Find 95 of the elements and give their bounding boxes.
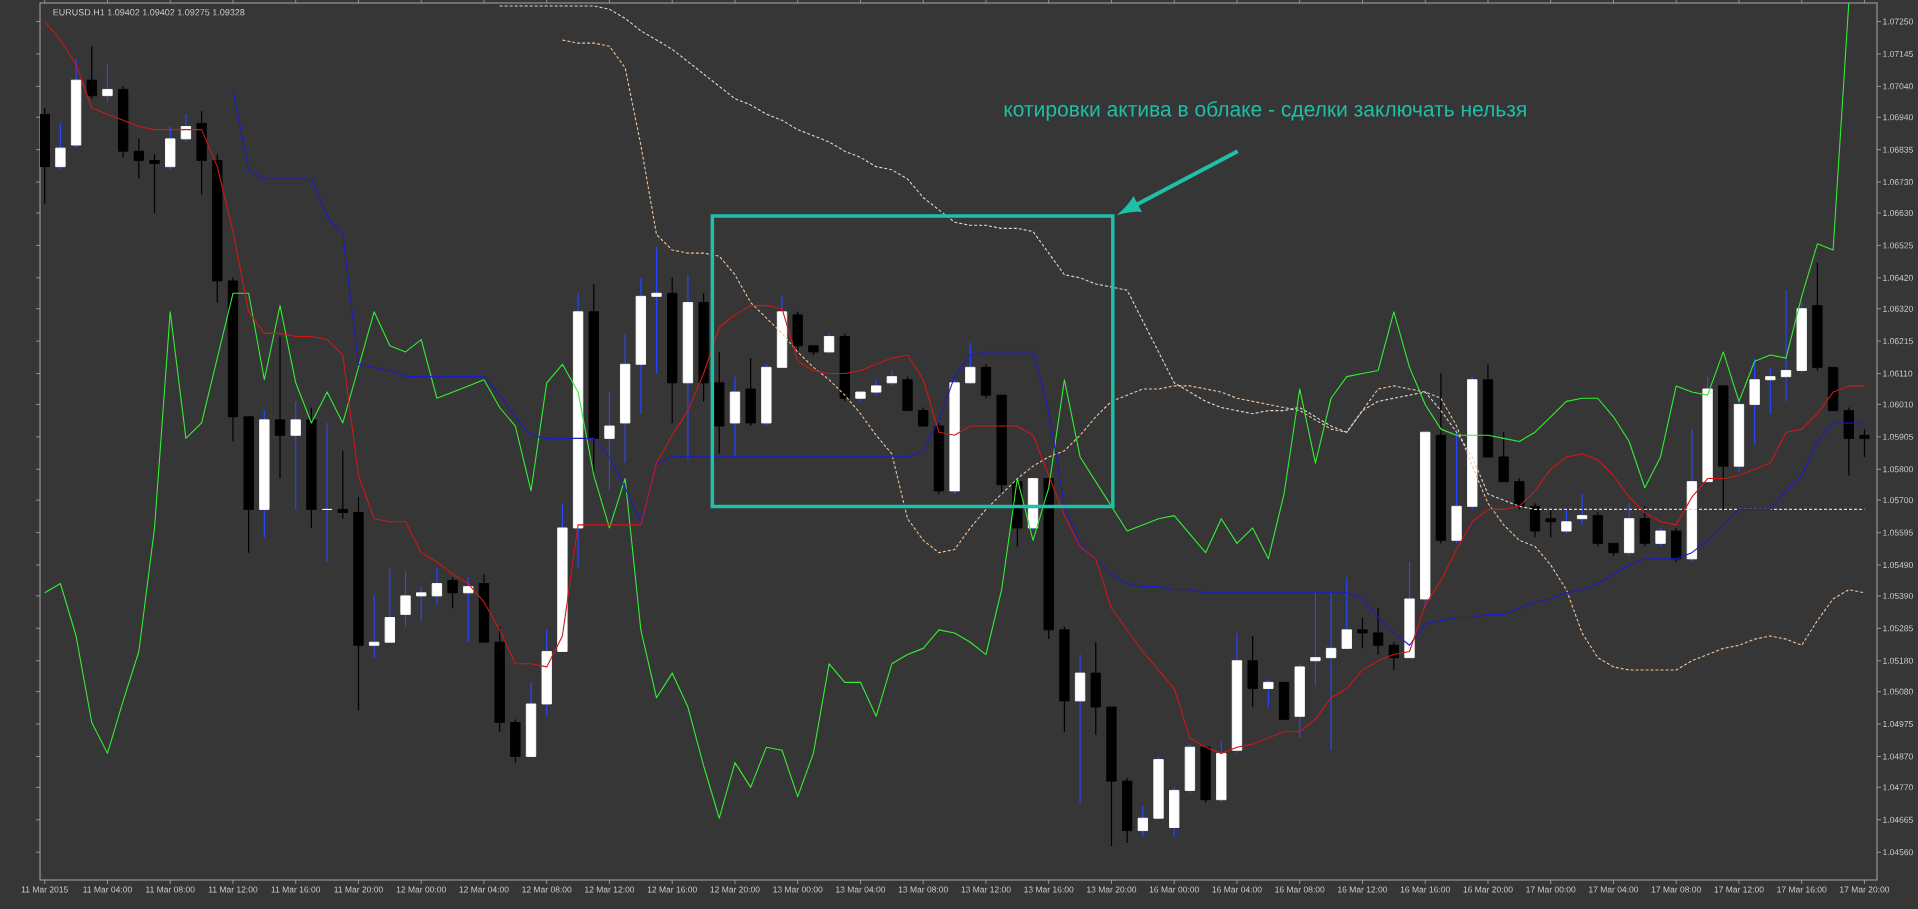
annotation: котировки актива в облаке - сделки заключать нельзя xyxy=(1004,100,1526,121)
candlestick xyxy=(1576,493,1588,526)
candlestick xyxy=(1357,616,1368,649)
x-tick-label: 17 Mar 04:00 xyxy=(1589,886,1639,893)
candlestick xyxy=(274,335,286,480)
y-tick-label: 1.04665 xyxy=(1883,816,1913,823)
x-tick-label: 16 Mar 20:00 xyxy=(1463,886,1513,893)
y-tick-label: 1.05180 xyxy=(1883,657,1913,664)
text: EURUSD.H1 1.09402 1.09402 1.09275 1.09328 xyxy=(53,9,245,16)
candlestick xyxy=(1137,805,1148,838)
candlestick xyxy=(447,576,458,609)
x-tick-label: 12 Mar 16:00 xyxy=(647,886,697,893)
x-tick-label: 11 Mar 04:00 xyxy=(83,886,132,893)
candlestick xyxy=(1545,508,1556,538)
x-tick-label: 13 Mar 20:00 xyxy=(1087,886,1137,893)
candlestick xyxy=(1655,527,1666,548)
y-tick-label: 1.05390 xyxy=(1883,592,1913,599)
x-tick-label: 16 Mar 12:00 xyxy=(1338,886,1388,893)
x-tick-label: 17 Mar 00:00 xyxy=(1526,886,1576,893)
y-tick-label: 1.06110 xyxy=(1883,370,1913,377)
y-tick-label: 1.04975 xyxy=(1883,721,1913,728)
x-tick-label: 12 Mar 04:00 xyxy=(459,886,509,893)
candlestick xyxy=(918,406,929,427)
candlestick xyxy=(400,570,411,628)
x-tick-label: 11 Mar 16:00 xyxy=(271,886,321,893)
y-tick-label: 1.06320 xyxy=(1883,305,1913,312)
y-tick-label: 1.04560 xyxy=(1883,849,1913,856)
x-tick-label: 16 Mar 00:00 xyxy=(1149,886,1199,893)
x-tick-label: 13 Mar 08:00 xyxy=(898,886,948,893)
y-tick-label: 1.06940 xyxy=(1883,114,1913,121)
y-tick-label: 1.05490 xyxy=(1883,562,1913,569)
candlestick xyxy=(1388,641,1399,671)
y-tick-label: 1.06420 xyxy=(1883,274,1913,281)
candlestick xyxy=(604,391,615,492)
candlestick xyxy=(1325,592,1337,751)
y-tick-label: 1.06630 xyxy=(1883,209,1913,216)
x-tick-label: 13 Mar 12:00 xyxy=(961,886,1011,893)
y-tick-label: 1.05080 xyxy=(1883,688,1913,695)
y-tick-label: 1.04870 xyxy=(1883,753,1913,760)
candlestick xyxy=(337,450,348,520)
y-tick-label: 1.07145 xyxy=(1883,50,1913,57)
candlestick xyxy=(1372,607,1384,656)
y-tick-label: 1.06215 xyxy=(1883,338,1913,345)
x-tick-label: 13 Mar 04:00 xyxy=(836,886,886,893)
y-tick-label: 1.05700 xyxy=(1883,497,1913,504)
candlestick xyxy=(86,45,97,100)
x-tick-label: 11 Mar 12:00 xyxy=(208,886,258,893)
y-tick-label: 1.05595 xyxy=(1883,529,1913,536)
candlestick xyxy=(1310,592,1321,687)
candlestick xyxy=(133,138,144,180)
x-tick-label: 17 Mar 12:00 xyxy=(1714,886,1764,893)
candlestick xyxy=(965,342,976,384)
y-tick-label: 1.04770 xyxy=(1883,784,1913,791)
candlestick xyxy=(321,422,333,563)
y-tick-label: 1.07040 xyxy=(1883,83,1913,90)
y-tick-label: 1.06010 xyxy=(1883,401,1913,408)
candlestick xyxy=(431,567,443,606)
x-tick-label: 16 Mar 08:00 xyxy=(1275,886,1325,893)
candlestick xyxy=(1263,678,1274,708)
x-tick-label: 11 Mar 08:00 xyxy=(146,886,195,893)
candlestick xyxy=(290,400,301,511)
x-tick-label: 17 Mar 20:00 xyxy=(1840,886,1890,893)
x-tick-label: 12 Mar 20:00 xyxy=(710,886,760,893)
candlestick xyxy=(102,64,113,103)
x-tick-label: 11 Mar 2015 xyxy=(21,886,68,893)
candlestick xyxy=(651,246,662,375)
candlestick xyxy=(1341,576,1352,649)
candlestick xyxy=(416,586,427,622)
x-tick-label: 12 Mar 00:00 xyxy=(396,886,446,893)
y-tick-label: 1.06525 xyxy=(1883,242,1913,249)
y-tick-label: 1.05905 xyxy=(1883,433,1913,440)
x-tick-label: 12 Mar 12:00 xyxy=(585,886,635,893)
candlestick xyxy=(1561,508,1572,535)
x-tick-label: 13 Mar 00:00 xyxy=(773,886,823,893)
x-tick-label: 16 Mar 16:00 xyxy=(1400,886,1450,893)
candlestick xyxy=(823,332,835,353)
y-tick-label: 1.07250 xyxy=(1883,18,1913,25)
x-tick-label: 12 Mar 08:00 xyxy=(522,886,572,893)
x-tick-label: 13 Mar 16:00 xyxy=(1024,886,1074,893)
candlestick xyxy=(1765,366,1776,415)
candlestick xyxy=(55,122,66,171)
y-tick-label: 1.06730 xyxy=(1883,179,1913,186)
candlestick xyxy=(463,576,474,643)
candlestick xyxy=(1780,289,1792,402)
x-tick-label: 16 Mar 04:00 xyxy=(1212,886,1262,893)
x-tick-label: 17 Mar 08:00 xyxy=(1651,886,1701,893)
candlestick xyxy=(180,113,192,143)
x-tick-label: 11 Mar 20:00 xyxy=(334,886,383,893)
x-tick-label: 17 Mar 16:00 xyxy=(1777,886,1827,893)
y-tick-label: 1.05285 xyxy=(1883,625,1913,632)
candlestick xyxy=(1859,428,1870,458)
candlestick xyxy=(369,595,380,659)
candlestick xyxy=(149,153,160,214)
y-tick-label: 1.05800 xyxy=(1883,466,1913,473)
y-tick-label: 1.06835 xyxy=(1883,146,1913,153)
